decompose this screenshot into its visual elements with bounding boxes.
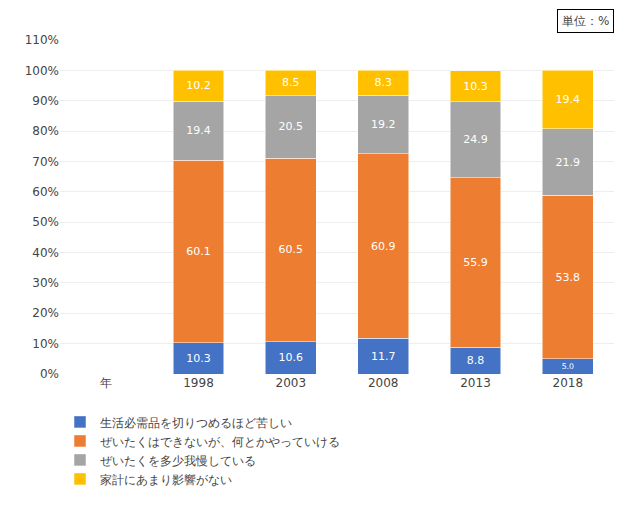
svg-text:21.9: 21.9: [556, 156, 581, 169]
svg-text:60.5: 60.5: [279, 243, 304, 256]
svg-text:11.7: 11.7: [371, 350, 396, 363]
svg-text:10.3: 10.3: [463, 80, 488, 93]
svg-text:20.5: 20.5: [279, 120, 304, 133]
svg-text:19.4: 19.4: [186, 124, 211, 137]
svg-text:ぜいたくはできないが、何とかやっていける: ぜいたくはできないが、何とかやっていける: [100, 435, 340, 449]
svg-text:70%: 70%: [32, 155, 59, 169]
svg-text:24.9: 24.9: [463, 133, 488, 146]
svg-text:8.3: 8.3: [374, 76, 392, 89]
svg-text:10.2: 10.2: [186, 79, 211, 92]
svg-text:55.9: 55.9: [463, 256, 488, 269]
svg-text:2013: 2013: [460, 376, 491, 390]
svg-text:60.9: 60.9: [371, 240, 396, 253]
svg-text:0%: 0%: [40, 367, 59, 381]
svg-text:5.0: 5.0: [562, 362, 574, 371]
svg-text:40%: 40%: [32, 246, 59, 260]
svg-text:10%: 10%: [32, 337, 59, 351]
svg-text:年: 年: [100, 376, 112, 390]
svg-text:2003: 2003: [276, 376, 307, 390]
svg-text:1998: 1998: [183, 376, 214, 390]
svg-text:10.6: 10.6: [279, 351, 304, 364]
svg-text:ぜいたくを多少我慢している: ぜいたくを多少我慢している: [100, 454, 256, 468]
svg-text:19.2: 19.2: [371, 118, 396, 131]
svg-text:60%: 60%: [32, 185, 59, 199]
svg-text:53.8: 53.8: [556, 271, 581, 284]
svg-text:2008: 2008: [368, 376, 399, 390]
svg-text:100%: 100%: [25, 64, 59, 78]
svg-text:80%: 80%: [32, 124, 59, 138]
svg-text:8.8: 8.8: [467, 354, 485, 367]
svg-text:60.1: 60.1: [186, 245, 211, 258]
svg-text:家計にあまり影響がない: 家計にあまり影響がない: [100, 473, 232, 487]
svg-text:単位：%: 単位：%: [562, 14, 609, 28]
svg-text:10.3: 10.3: [186, 352, 211, 365]
svg-text:30%: 30%: [32, 276, 59, 290]
svg-text:90%: 90%: [32, 94, 59, 108]
svg-text:110%: 110%: [25, 33, 59, 47]
svg-text:2018: 2018: [553, 376, 584, 390]
svg-text:19.4: 19.4: [556, 93, 581, 106]
svg-text:8.5: 8.5: [282, 76, 300, 89]
svg-text:20%: 20%: [32, 306, 59, 320]
svg-text:50%: 50%: [32, 215, 59, 229]
svg-text:生活必需品を切りつめるほど苦しい: 生活必需品を切りつめるほど苦しい: [100, 416, 292, 430]
